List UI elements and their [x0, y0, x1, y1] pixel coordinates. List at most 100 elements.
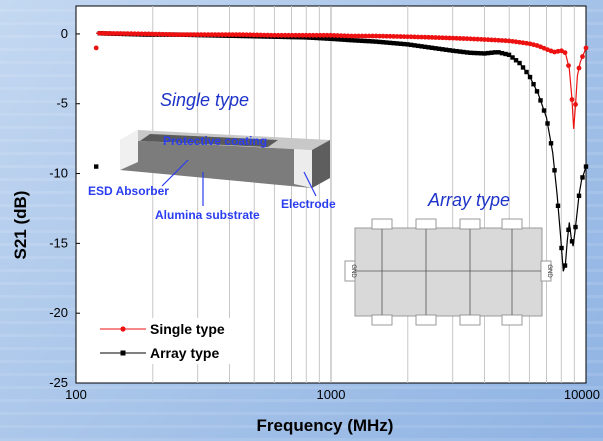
legend-label-single: Single type [150, 321, 225, 337]
single-type-point [440, 35, 445, 41]
single-type-point [485, 37, 491, 43]
array-type-point [317, 35, 323, 41]
y-tick-labels: 0 -5 -10 -15 -20 -25 [49, 26, 80, 390]
single-type-point [293, 32, 299, 38]
array-type-point [566, 227, 571, 232]
array-type-point [387, 40, 393, 46]
array-type-point [440, 47, 445, 52]
array-type-point [443, 47, 449, 52]
y-tick-label: 0 [61, 26, 68, 41]
array-type-circuit-illustration: GND GND [344, 218, 552, 326]
single-type-point [377, 33, 382, 39]
array-type-point [506, 52, 512, 58]
single-type-point [188, 32, 194, 38]
array-type-point [356, 38, 361, 43]
single-type-point [433, 35, 438, 40]
y-tick-label: -15 [49, 235, 68, 250]
single-type-point [566, 63, 571, 69]
single-type-point [324, 32, 330, 38]
single-type-point [338, 33, 344, 39]
single-type-point [496, 37, 501, 43]
array-type-point [422, 44, 428, 50]
single-type-point [286, 32, 292, 38]
single-type-point [107, 31, 113, 36]
array-type-point [510, 55, 515, 60]
single-type-point [174, 32, 180, 38]
single-type-point [254, 32, 260, 38]
legend-label-array: Array type [150, 345, 219, 361]
single-type-point [170, 32, 176, 37]
array-type-point [475, 50, 480, 56]
y-axis-title: S21 (dB) [11, 191, 30, 260]
y-tick-label: -25 [49, 375, 68, 390]
array-type-point [447, 48, 452, 53]
array-type-point [489, 50, 494, 55]
single-type-point [195, 32, 201, 38]
array-type-point [569, 239, 575, 244]
electrode-pointer [303, 171, 317, 197]
array-type-point [520, 65, 526, 70]
array-type-point [513, 58, 519, 63]
single-type-point [310, 32, 316, 38]
array-type-point [419, 44, 424, 49]
array-type-point [562, 263, 568, 268]
single-type-point [261, 32, 267, 38]
array-type-point [573, 224, 578, 230]
chip-side-face [120, 140, 312, 188]
single-type-point [240, 32, 246, 38]
array-type-point [457, 49, 463, 54]
array-type-point [485, 50, 491, 56]
single-type-point [401, 34, 407, 40]
single-type-point [184, 32, 190, 38]
array-type-point [338, 37, 344, 42]
single-type-point [331, 33, 337, 38]
single-type-point [562, 50, 568, 55]
single-type-point [209, 32, 215, 38]
array-type-point [576, 193, 582, 198]
array-type-point [503, 51, 508, 57]
x-tick-label: 1000 [317, 387, 346, 402]
single-type-point [268, 32, 274, 38]
single-type-point [384, 33, 389, 39]
single-type-point [471, 36, 477, 42]
single-type-point [177, 32, 183, 38]
single-type-point [265, 32, 271, 38]
chip-end-face [312, 140, 330, 188]
array-type-label: Array type [427, 190, 510, 210]
array-type-point [93, 164, 99, 169]
single-type-point [573, 102, 578, 107]
array-type-point [401, 41, 407, 47]
single-type-point [461, 36, 466, 41]
array-type-point [580, 175, 585, 180]
array-type-point [471, 50, 477, 56]
single-type-point [149, 31, 155, 37]
single-type-point [275, 32, 281, 38]
single-type-point [398, 34, 403, 39]
array-type-point [559, 245, 564, 251]
array-type-point [429, 45, 435, 51]
single-type-point [300, 32, 306, 38]
single-type-chip-illustration [120, 130, 330, 206]
single-type-point [366, 33, 372, 39]
single-type-point [125, 31, 131, 37]
series-single-type [93, 30, 589, 129]
array-type-point [352, 38, 358, 43]
single-type-point [160, 31, 166, 37]
legend-marker-array [120, 350, 126, 356]
single-type-point [156, 31, 162, 37]
single-type-point [373, 33, 379, 39]
single-type-point [307, 32, 313, 38]
single-type-point [506, 38, 512, 44]
x-tick-label: 100 [65, 387, 87, 402]
array-type-point [531, 81, 536, 87]
single-type-point [314, 32, 320, 38]
array-chip-body [354, 227, 543, 317]
single-type-point [503, 38, 508, 44]
single-type-point [139, 31, 145, 37]
legend: Single type Array type [92, 318, 250, 364]
single-type-point [370, 33, 375, 39]
array-type-point [310, 35, 316, 41]
array-type-point [314, 35, 319, 41]
array-type-point [380, 40, 386, 45]
array-type-point [552, 168, 557, 173]
